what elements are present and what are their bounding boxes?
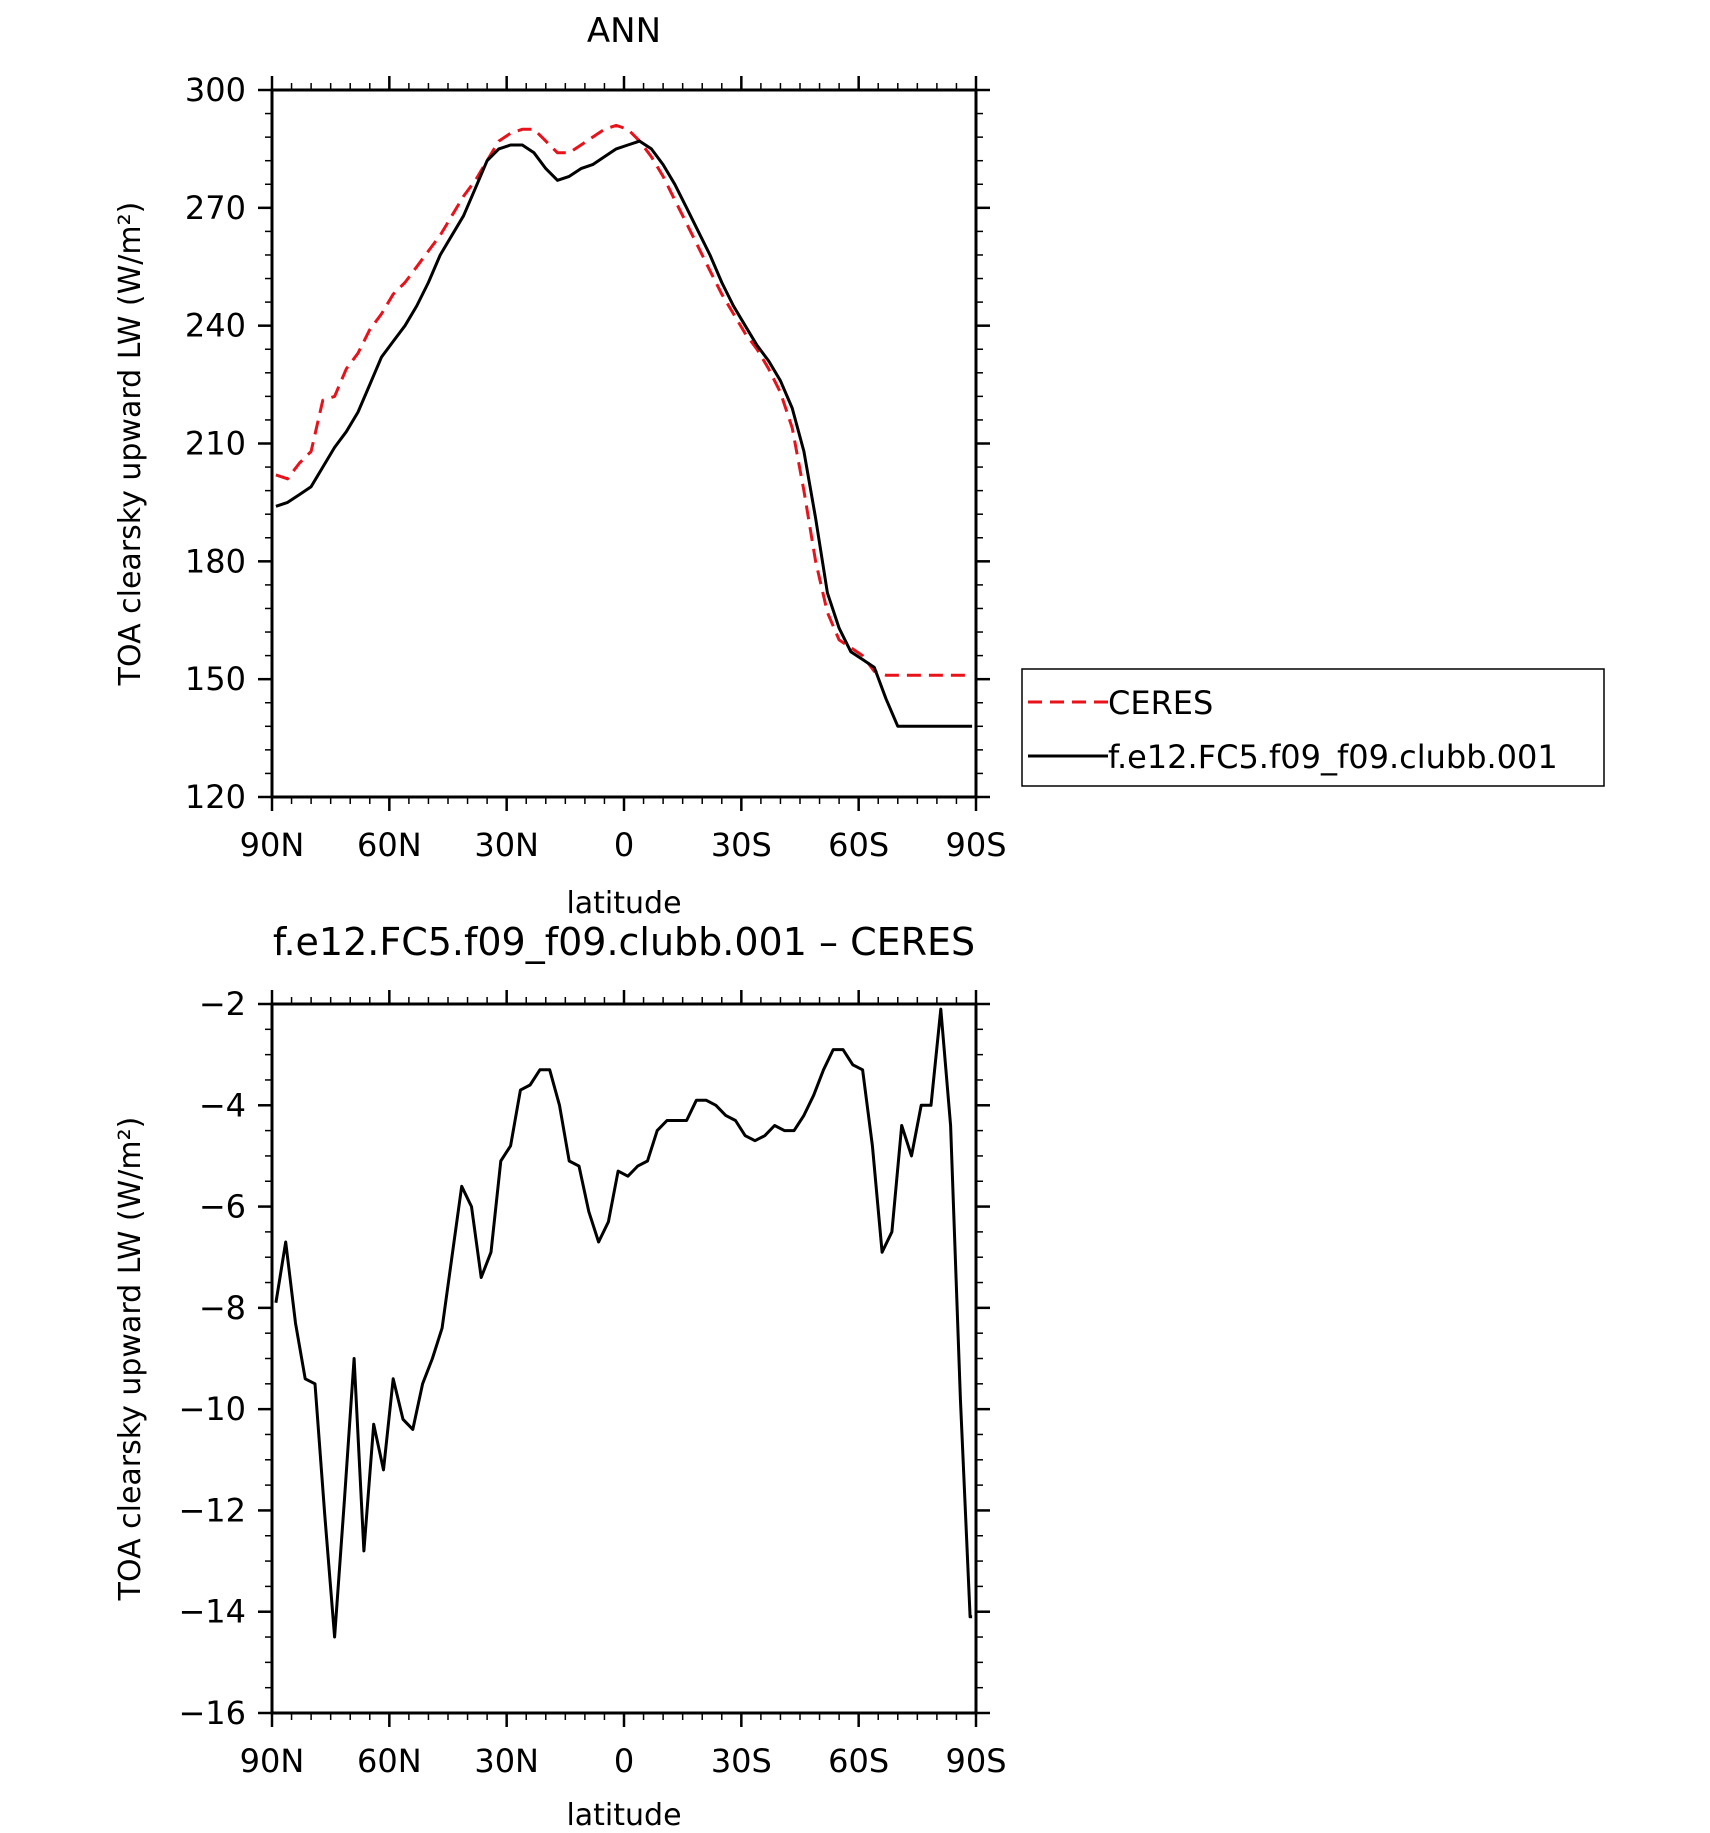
x-tick-label: 90N: [240, 826, 305, 864]
y-tick-label: 270: [185, 189, 246, 227]
bottom-chart-title: f.e12.FC5.f09_f09.clubb.001 – CERES: [273, 920, 975, 964]
y-tick-label: 210: [185, 425, 246, 463]
x-tick-label: 90S: [945, 826, 1006, 864]
y-tick-label: −16: [178, 1694, 246, 1732]
x-tick-label: 90N: [240, 1742, 305, 1780]
top-chart-y-axis-label: TOA clearsky upward LW (W/m²): [113, 202, 148, 687]
bottom-chart: f.e12.FC5.f09_f09.clubb.001 – CERES TOA …: [113, 920, 1007, 1833]
top-chart-x-axis-label: latitude: [566, 886, 681, 921]
y-tick-label: 150: [185, 660, 246, 698]
bottom-chart-y-axis-label: TOA clearsky upward LW (W/m²): [113, 1117, 148, 1602]
top-chart-title: ANN: [587, 11, 661, 51]
y-tick-label: −2: [199, 985, 246, 1023]
top-chart-ticks: 90N 60N 30N 0 30S 60S 90S 120 150 180 210 240 270 300: [185, 71, 1007, 864]
bottom-chart-x-axis-label: latitude: [566, 1798, 681, 1833]
x-tick-label: 30S: [711, 1742, 772, 1780]
x-tick-label: 30N: [474, 826, 539, 864]
legend: CERES f.e12.FC5.f09_f09.clubb.001: [1021, 668, 1605, 787]
top-chart-lines: [275, 123, 973, 728]
y-tick-label: −14: [178, 1593, 246, 1631]
y-tick-label: −12: [178, 1491, 246, 1529]
legend-label-ceres: CERES: [1108, 684, 1213, 722]
bottom-chart-lines: [274, 1007, 973, 1639]
y-tick-label: −4: [199, 1086, 246, 1124]
y-tick-label: 240: [185, 307, 246, 345]
legend-box: [1021, 668, 1605, 787]
model-series-line: [274, 1007, 973, 1639]
x-tick-label: 30S: [711, 826, 772, 864]
y-tick-label: −10: [178, 1390, 246, 1428]
legend-label-model: f.e12.FC5.f09_f09.clubb.001: [1108, 738, 1558, 776]
x-tick-label: 0: [614, 826, 634, 864]
top-chart-frame: [270, 88, 978, 799]
x-tick-label: 30N: [474, 1742, 539, 1780]
bottom-chart-frame: [270, 1002, 978, 1715]
y-tick-label: −8: [199, 1289, 246, 1327]
x-tick-label: 0: [614, 1742, 634, 1780]
y-tick-label: 180: [185, 542, 246, 580]
x-tick-label: 60S: [828, 826, 889, 864]
bottom-chart-ticks: 90N 60N 30N 0 30S 60S 90S −16 −14 −12 −10 −8 −6 −4 −2: [178, 985, 1006, 1780]
top-chart: ANN TOA clearsky upward LW (W/m²) latitu…: [113, 11, 1007, 921]
model-series-line: [275, 139, 973, 728]
y-tick-label: −6: [199, 1188, 246, 1226]
x-tick-label: 60N: [357, 1742, 422, 1780]
x-tick-label: 90S: [945, 1742, 1006, 1780]
y-tick-label: 120: [185, 778, 246, 816]
ceres-series-line: [275, 123, 973, 677]
x-tick-label: 60N: [357, 826, 422, 864]
x-tick-label: 60S: [828, 1742, 889, 1780]
y-tick-label: 300: [185, 71, 246, 109]
